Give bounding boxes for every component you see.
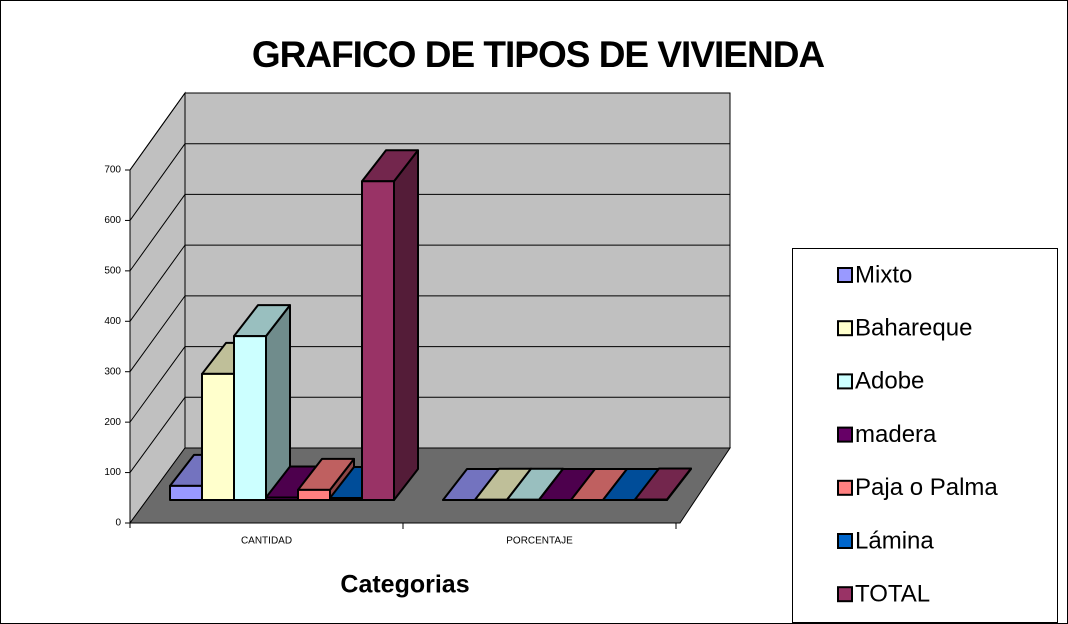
legend-swatch <box>837 373 853 390</box>
bar-front <box>201 372 235 501</box>
y-tick-label: 0 <box>115 518 121 529</box>
legend-swatch <box>837 320 853 337</box>
bar-front <box>361 180 395 501</box>
grid-line <box>129 143 186 221</box>
bar-front <box>169 484 203 502</box>
legend-label: Bahareque <box>855 315 972 342</box>
legend-label: TOTAL <box>855 581 930 608</box>
x-tick-label: PORCENTAJE <box>506 536 573 547</box>
grid-line <box>129 295 186 373</box>
grid-line <box>129 346 186 423</box>
bar <box>634 467 692 502</box>
legend-swatch <box>837 586 853 603</box>
legend-label: Lámina <box>855 527 934 554</box>
chart-title: GRAFICO DE TIPOS DE VIVIENDA <box>252 34 825 75</box>
bar-front <box>329 496 363 501</box>
bar <box>233 304 291 501</box>
grid-line <box>129 244 186 322</box>
grid-line <box>129 92 186 171</box>
bar-front <box>297 488 331 501</box>
legend-label: Paja o Palma <box>855 474 998 501</box>
legend-swatch <box>837 267 853 283</box>
y-tick-label: 200 <box>104 417 121 428</box>
y-tick-label: 400 <box>104 316 121 327</box>
legend-label: Mixto <box>855 261 912 288</box>
legend <box>792 248 1058 623</box>
legend-swatch <box>837 426 853 443</box>
y-tick-label: 500 <box>104 265 121 276</box>
grid-line <box>129 194 186 272</box>
y-tick-label: 100 <box>104 467 121 478</box>
legend-label: madera <box>855 421 937 448</box>
legend-swatch <box>837 533 853 549</box>
grid-line <box>129 396 186 473</box>
bar <box>361 149 419 501</box>
legend-label: Adobe <box>855 368 924 395</box>
bar-front <box>233 335 267 501</box>
bar-side <box>393 149 419 501</box>
y-tick-label: 300 <box>104 366 121 377</box>
bar-front <box>634 498 668 502</box>
x-tick-label: CANTIDAD <box>241 536 292 547</box>
y-tick-label: 600 <box>104 215 121 226</box>
x-axis-title: Categorias <box>340 571 469 599</box>
bar-front <box>265 496 299 502</box>
legend-swatch <box>837 479 853 496</box>
y-tick-label: 700 <box>104 165 121 176</box>
